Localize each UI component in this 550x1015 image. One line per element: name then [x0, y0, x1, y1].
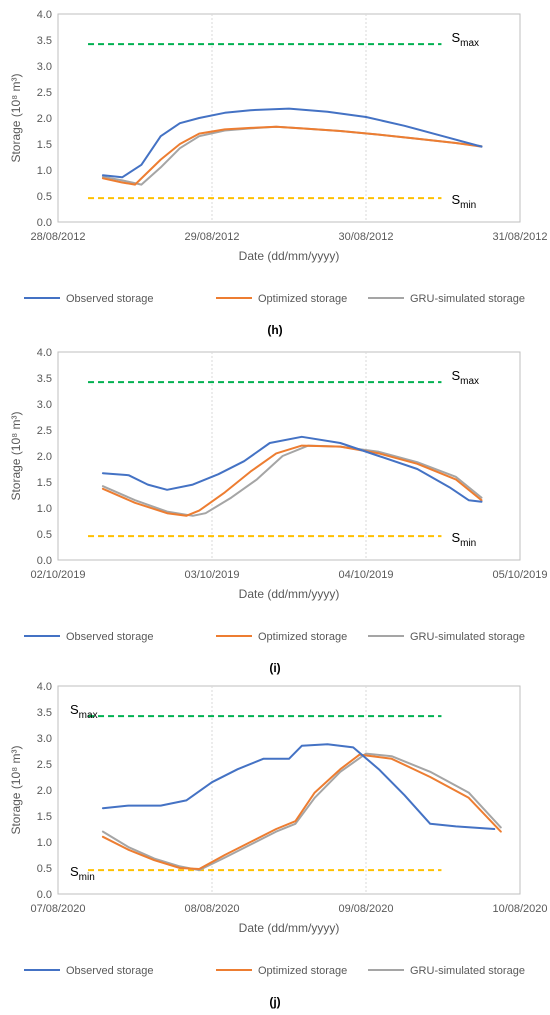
x-axis-title: Date (dd/mm/yyyy) [239, 587, 340, 601]
x-tick-label: 30/08/2012 [338, 231, 393, 243]
y-tick-label: 1.0 [37, 837, 52, 849]
legend-label: GRU-simulated storage [410, 631, 525, 643]
y-tick-label: 1.0 [37, 165, 52, 177]
smin-label: Smin [451, 192, 476, 211]
chart-panel-1: 0.0 0.5 1.0 1.5 2.0 2.5 3.0 3.5 4.0 28/08/2012 29/… [9, 9, 548, 337]
y-axis-title: Storage (10⁸ m³) [9, 411, 23, 500]
y-tick-label: 0.0 [37, 555, 52, 567]
y-tick-label: 4.0 [37, 681, 52, 693]
series-line-gru [101, 125, 483, 186]
smin-label-subscript: min [460, 538, 476, 549]
smax-label: Smax [451, 30, 479, 49]
smax-label-subscript: max [79, 710, 98, 721]
y-tick-label: 0.0 [37, 889, 52, 901]
series-line-optimized [101, 125, 483, 186]
legend-label: Observed storage [66, 293, 153, 305]
plot-frame [57, 685, 521, 895]
legend-label: Optimized storage [258, 965, 347, 977]
y-tick-label: 3.5 [37, 707, 52, 719]
x-axis-title: Date (dd/mm/yyyy) [239, 921, 340, 935]
chart-panel-3: 0.0 0.5 1.0 1.5 2.0 2.5 3.0 3.5 4.0 07/08/2020 08/… [9, 681, 548, 1009]
y-tick-label: 3.0 [37, 399, 52, 411]
smax-label: Smax [70, 702, 98, 721]
y-tick-label: 2.5 [37, 759, 52, 771]
x-tick-label: 09/08/2020 [338, 903, 393, 915]
smax-label: Smax [451, 368, 479, 387]
x-tick-label: 07/08/2020 [30, 903, 85, 915]
panel-caption: (h) [267, 323, 282, 337]
smin-label-subscript: min [79, 872, 95, 883]
y-tick-label: 1.5 [37, 139, 52, 151]
x-tick-label: 03/10/2019 [184, 569, 239, 581]
y-tick-label: 0.5 [37, 529, 52, 541]
y-tick-label: 2.0 [37, 451, 52, 463]
y-tick-label: 4.0 [37, 347, 52, 359]
series-line-observed [101, 743, 496, 830]
panel-caption: (j) [269, 995, 280, 1009]
smax-label-subscript: max [460, 38, 479, 49]
smax-label-subscript: max [460, 376, 479, 387]
x-tick-label: 04/10/2019 [338, 569, 393, 581]
charts-group: 0.0 0.5 1.0 1.5 2.0 2.5 3.0 3.5 4.0 28/08/2012 29/… [9, 9, 548, 1009]
legend-label: GRU-simulated storage [410, 965, 525, 977]
x-tick-label: 28/08/2012 [30, 231, 85, 243]
chart-panel-2: 0.0 0.5 1.0 1.5 2.0 2.5 3.0 3.5 4.0 02/10/2019 03/… [9, 347, 548, 675]
series-line-observed [101, 435, 483, 503]
legend-label: Observed storage [66, 965, 153, 977]
y-tick-label: 2.0 [37, 785, 52, 797]
series-line-optimized [101, 444, 483, 517]
y-tick-label: 0.5 [37, 191, 52, 203]
plot-frame [57, 13, 521, 223]
y-tick-label: 0.0 [37, 217, 52, 229]
legend-label: Observed storage [66, 631, 153, 643]
y-tick-label: 1.5 [37, 811, 52, 823]
y-tick-label: 3.5 [37, 35, 52, 47]
series-line-gru [101, 444, 483, 517]
y-axis-title: Storage (10⁸ m³) [9, 745, 23, 834]
y-tick-label: 3.0 [37, 61, 52, 73]
smin-label: Smin [451, 530, 476, 549]
plot-frame [57, 351, 521, 561]
x-axis-title: Date (dd/mm/yyyy) [239, 249, 340, 263]
smin-label-subscript: min [460, 200, 476, 211]
y-tick-label: 2.5 [37, 87, 52, 99]
x-tick-label: 08/08/2020 [184, 903, 239, 915]
panel-caption: (i) [269, 661, 280, 675]
y-tick-label: 1.5 [37, 477, 52, 489]
x-tick-label: 29/08/2012 [184, 231, 239, 243]
legend-label: Optimized storage [258, 631, 347, 643]
x-tick-label: 02/10/2019 [30, 569, 85, 581]
y-tick-label: 0.5 [37, 863, 52, 875]
x-tick-label: 05/10/2019 [492, 569, 547, 581]
y-tick-label: 1.0 [37, 503, 52, 515]
y-tick-label: 4.0 [37, 9, 52, 21]
y-tick-label: 2.0 [37, 113, 52, 125]
series-line-optimized [101, 753, 502, 870]
y-tick-label: 2.5 [37, 425, 52, 437]
legend-label: Optimized storage [258, 293, 347, 305]
series-line-gru [101, 752, 502, 872]
legend-label: GRU-simulated storage [410, 293, 525, 305]
x-tick-label: 31/08/2012 [492, 231, 547, 243]
smin-label: Smin [70, 864, 95, 883]
y-tick-label: 3.0 [37, 733, 52, 745]
series-line-observed [101, 107, 483, 179]
y-axis-title: Storage (10⁸ m³) [9, 73, 23, 162]
x-tick-label: 10/08/2020 [492, 903, 547, 915]
y-tick-label: 3.5 [37, 373, 52, 385]
